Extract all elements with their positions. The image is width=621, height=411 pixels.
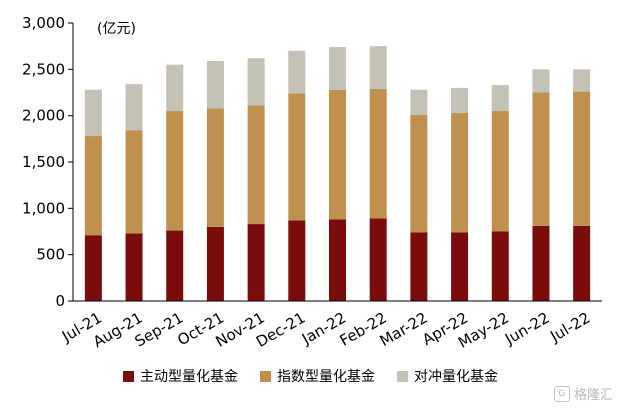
bar-segment-active bbox=[206, 226, 224, 301]
bar-segment-index bbox=[532, 92, 550, 226]
legend-item-active: 主动型量化基金 bbox=[123, 366, 238, 386]
x-axis: Jul-21Aug-21Sep-21Oct-21Nov-21Dec-21Jan-… bbox=[58, 300, 602, 352]
bar-segment-index bbox=[84, 136, 102, 236]
x-tick-label: Jun-22 bbox=[501, 309, 552, 349]
bar-segment-index bbox=[573, 91, 591, 226]
legend-item-index: 指数型量化基金 bbox=[260, 366, 375, 386]
y-tick-label: 3,000 bbox=[22, 14, 65, 32]
bar-segment-hedge bbox=[451, 87, 469, 113]
bar-segment-index bbox=[288, 93, 306, 221]
legend: 主动型量化基金 指数型量化基金 对冲量化基金 bbox=[0, 366, 621, 386]
bar-segment-index bbox=[410, 114, 428, 233]
bar-segment-hedge bbox=[206, 60, 224, 109]
bar-segment-index bbox=[166, 111, 184, 231]
y-tick-label: 1,000 bbox=[22, 199, 65, 217]
bar-segment-hedge bbox=[491, 85, 509, 112]
bar-segment-hedge bbox=[288, 50, 306, 94]
bar-segment-hedge bbox=[532, 69, 550, 93]
bar-segment-hedge bbox=[125, 84, 143, 131]
legend-item-hedge: 对冲量化基金 bbox=[397, 366, 498, 386]
y-axis: 0 500 1,000 1,500 2,000 2,500 3,000 bbox=[22, 14, 74, 310]
x-tick-label: Mar-22 bbox=[377, 309, 431, 351]
bar-segment-index bbox=[491, 111, 509, 232]
bar-segment-index bbox=[125, 130, 143, 234]
legend-label-active: 主动型量化基金 bbox=[140, 369, 238, 385]
x-tick-label: Jul-22 bbox=[546, 309, 593, 346]
legend-swatch-active bbox=[123, 370, 134, 382]
bar-segment-active bbox=[84, 235, 102, 301]
bar-segment-index bbox=[247, 105, 265, 225]
bar-segment-active bbox=[125, 233, 143, 301]
y-tick-label: 2,500 bbox=[22, 60, 65, 78]
bar-segment-hedge bbox=[369, 46, 387, 89]
bar-segment-active bbox=[369, 218, 387, 301]
bar-segment-active bbox=[532, 225, 550, 301]
legend-label-index: 指数型量化基金 bbox=[277, 369, 375, 385]
legend-swatch-index bbox=[260, 370, 271, 382]
bar-segment-hedge bbox=[410, 89, 428, 115]
bar-segment-active bbox=[329, 219, 346, 301]
bar-segment-hedge bbox=[329, 47, 346, 90]
bars-group bbox=[84, 46, 591, 301]
bar-segment-hedge bbox=[247, 58, 265, 106]
gelonghui-logo-icon: G bbox=[553, 385, 570, 402]
watermark-text: 格隆汇 bbox=[573, 388, 613, 403]
bar-segment-hedge bbox=[573, 69, 591, 92]
bar-segment-active bbox=[166, 230, 184, 301]
bar-segment-index bbox=[329, 89, 346, 220]
bar-segment-active bbox=[451, 232, 469, 301]
bar-segment-hedge bbox=[84, 89, 102, 137]
bar-segment-active bbox=[491, 231, 509, 301]
watermark: G 格隆汇 bbox=[553, 384, 613, 403]
bar-segment-index bbox=[369, 88, 387, 219]
y-tick-label: 1,500 bbox=[22, 153, 65, 171]
bar-segment-active bbox=[247, 224, 265, 301]
bar-segment-active bbox=[288, 220, 306, 301]
y-tick-label: 500 bbox=[36, 246, 65, 264]
bar-segment-hedge bbox=[166, 64, 184, 112]
legend-label-hedge: 对冲量化基金 bbox=[414, 369, 498, 385]
legend-swatch-hedge bbox=[397, 370, 408, 382]
bar-segment-active bbox=[410, 232, 428, 301]
bar-segment-index bbox=[206, 108, 224, 227]
bar-segment-active bbox=[573, 225, 591, 301]
y-tick-label: 2,000 bbox=[22, 107, 65, 125]
y-tick-label: 0 bbox=[55, 292, 65, 310]
bar-segment-index bbox=[451, 112, 469, 233]
unit-label: (亿元) bbox=[97, 21, 136, 37]
